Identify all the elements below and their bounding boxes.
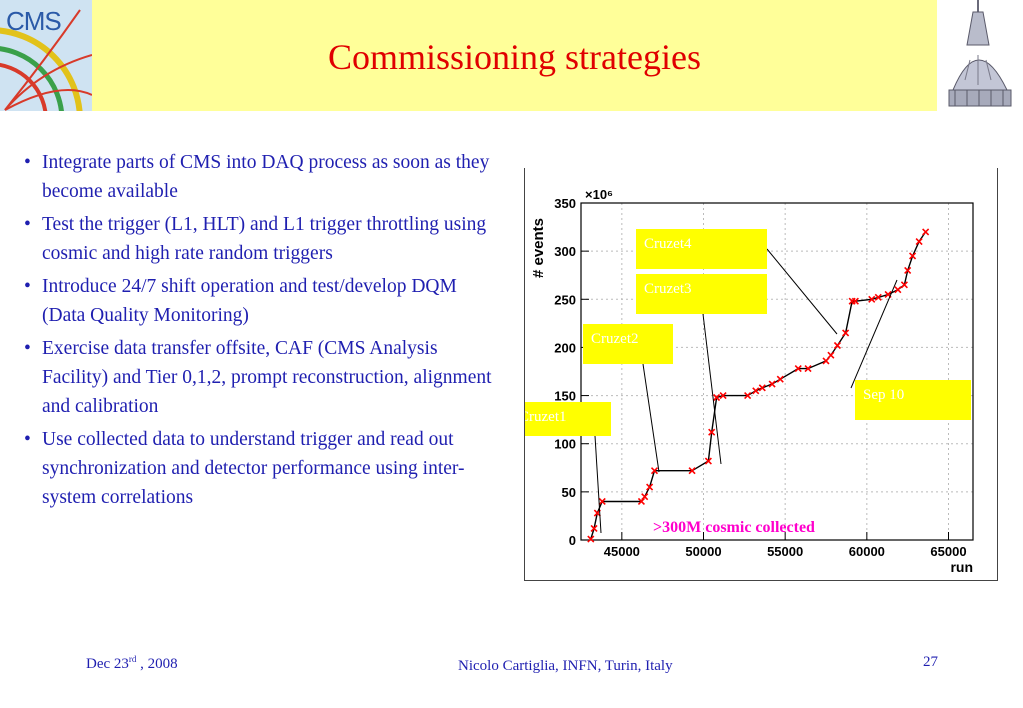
annotation-label: Cruzet2 (591, 331, 638, 347)
x-tick-label: 60000 (849, 544, 885, 559)
bullet-item: • Exercise data transfer offsite, CAF (CM… (24, 334, 494, 421)
data-point (646, 483, 654, 491)
page-number: 27 (923, 654, 938, 670)
bullet-dot-icon: • (24, 152, 31, 173)
events-vs-run-chart: 45000 50000 55000 60000 65000 0 50 100 150 200 250… (511, 187, 974, 575)
data-point (904, 266, 912, 274)
bullet-item: • Test the trigger (L1, HLT) and L1 trigg… (24, 210, 494, 268)
bullet-dot-icon: • (24, 338, 31, 359)
annotation-box (511, 402, 611, 436)
x-axis-label: run (950, 559, 973, 575)
data-point (758, 384, 766, 392)
data-point (915, 237, 923, 246)
y-axis-multiplier: ×10⁶ (585, 187, 613, 202)
plot-area-frame (580, 202, 974, 541)
data-point (598, 497, 606, 506)
data-point (900, 281, 908, 289)
bullet-text: Integrate parts of CMS into DAQ process … (42, 152, 490, 202)
annotation-box (636, 274, 767, 314)
y-tick-label: 100 (554, 437, 576, 452)
cms-logo: CMS (0, 0, 92, 111)
data-point (708, 428, 716, 436)
data-point (822, 357, 830, 365)
bullet-text: Exercise data transfer offsite, CAF (CMS… (42, 338, 492, 417)
y-tick-label: 200 (554, 340, 576, 355)
x-tick-label: 55000 (767, 544, 803, 559)
x-tick-label: 65000 (930, 544, 966, 559)
data-point (744, 392, 752, 400)
data-point (909, 252, 917, 260)
y-tick-label: 150 (554, 389, 576, 404)
bullet-item: • Integrate parts of CMS into DAQ process… (24, 148, 494, 206)
data-point (833, 341, 841, 350)
bullet-item: • Use collected data to understand trigge… (24, 425, 494, 512)
data-point (827, 351, 835, 359)
annotation-pointer (642, 363, 660, 473)
data-point (842, 329, 850, 337)
data-point (752, 387, 760, 395)
y-tick-label: 300 (554, 244, 576, 259)
mole-antonelliana-image (945, 0, 1023, 111)
footer-date: Dec 23rd , 2008 (86, 654, 178, 673)
chart-panel: 45000 50000 55000 60000 65000 0 50 100 150 200 250… (511, 168, 998, 581)
annotation-label: Cruzet1 (525, 409, 566, 425)
x-tick-label: 50000 (685, 544, 721, 559)
data-point (776, 375, 784, 383)
footer-date-sup: rd (128, 654, 137, 664)
y-axis-label: # events (530, 218, 547, 278)
header-bar (0, 0, 937, 111)
bullet-dot-icon: • (24, 276, 31, 297)
annotation-label: Sep 10 (863, 387, 904, 403)
bullet-item: • Introduce 24/7 shift operation and test… (24, 272, 494, 330)
data-point (641, 493, 649, 501)
footer-author: Nicolo Cartiglia, INFN, Turin, Italy (458, 658, 673, 674)
data-point (794, 365, 802, 373)
data-point (851, 297, 859, 305)
annotation-pointer (702, 313, 722, 465)
annotation-box (583, 324, 673, 364)
annotation-total-label: >300M cosmic collected (653, 519, 815, 536)
annotation-label: Cruzet4 (644, 236, 692, 252)
cms-logo-graphic (0, 9, 92, 111)
bullet-text: Test the trigger (L1, HLT) and L1 trigge… (42, 214, 487, 264)
annotation-box (855, 380, 971, 420)
annotation-pointer (594, 435, 602, 534)
bullet-text: Introduce 24/7 shift operation and test/… (42, 276, 457, 326)
cms-logo-text: CMS (6, 6, 62, 36)
bullet-text: Use collected data to understand trigger… (42, 429, 465, 508)
annotation-label: Cruzet3 (644, 281, 691, 297)
data-point (704, 457, 712, 465)
chart-ticks: 45000 50000 55000 60000 65000 0 50 100 150 200 250… (554, 196, 966, 559)
footer-date-year: , 2008 (136, 656, 178, 672)
bullet-list: • Integrate parts of CMS into DAQ process… (24, 148, 494, 516)
bullet-dot-icon: • (24, 429, 31, 450)
data-point (768, 380, 776, 388)
y-tick-label: 50 (562, 485, 576, 500)
annotation-pointer (850, 279, 898, 389)
data-point (688, 467, 696, 475)
data-point (874, 293, 882, 301)
chart-annotations: Cruzet1 Cruzet2 Cruzet3 Cruzet4 Sep 10 >300M … (511, 229, 971, 536)
data-point (637, 497, 645, 506)
data-point (719, 392, 727, 400)
data-point (804, 365, 812, 373)
x-tick-label: 45000 (604, 544, 640, 559)
y-tick-label: 250 (554, 292, 576, 307)
annotation-pointer (766, 248, 838, 335)
data-point (650, 467, 659, 475)
annotation-box (636, 229, 767, 269)
y-tick-label: 0 (569, 533, 576, 548)
bullet-dot-icon: • (24, 214, 31, 235)
data-point (894, 286, 902, 294)
page-title: Commissioning strategies (328, 37, 701, 77)
data-point (590, 524, 598, 533)
data-point (713, 393, 721, 402)
data-point (868, 295, 876, 303)
y-tick-label: 350 (554, 196, 576, 211)
footer-date-main: Dec 23 (86, 656, 129, 672)
data-point (587, 535, 595, 543)
data-point (922, 228, 930, 236)
